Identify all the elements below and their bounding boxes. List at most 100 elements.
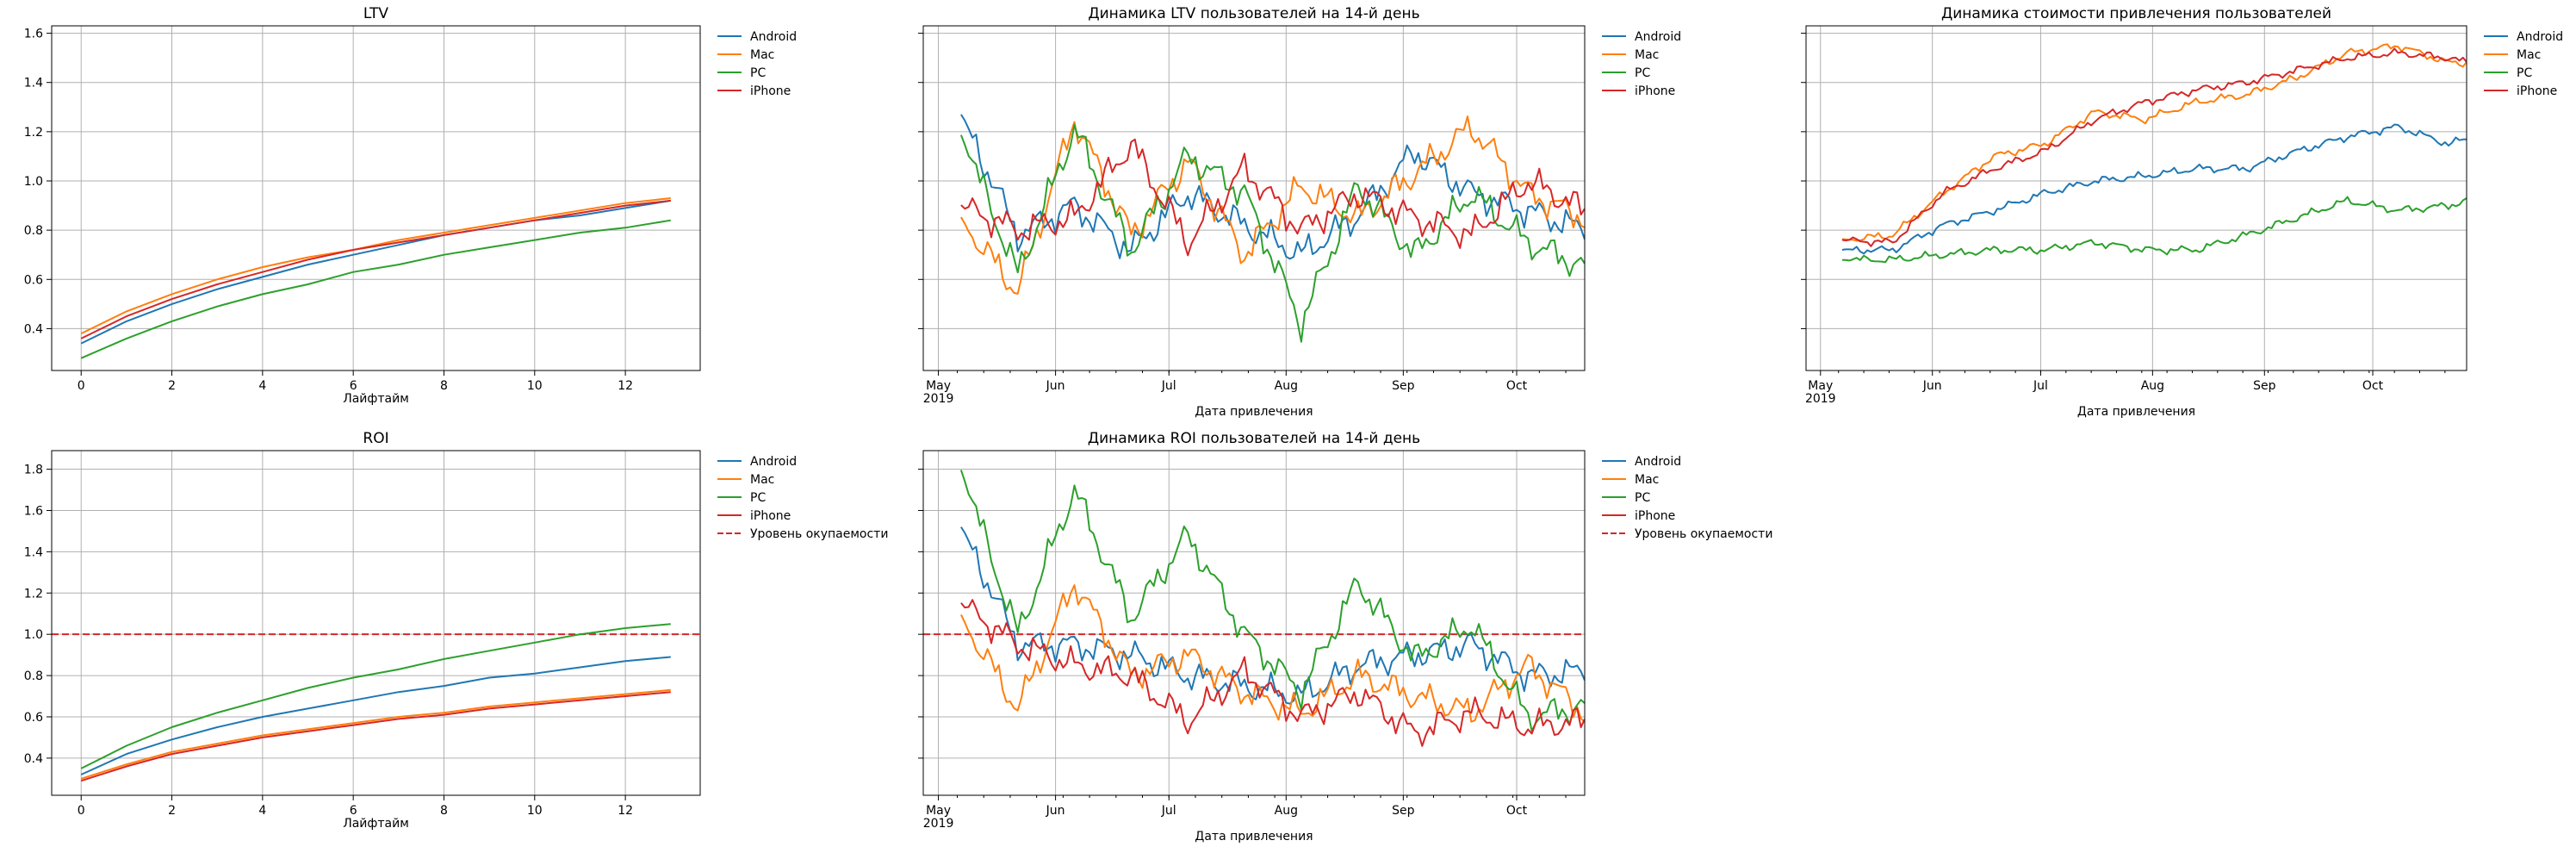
x-tick-label-line: Jun — [1922, 379, 1942, 393]
legend-label: iPhone — [750, 509, 791, 523]
x-tick-label: 2 — [168, 804, 176, 818]
series-line-iphone — [960, 599, 1585, 747]
x-tick-label: 12 — [618, 379, 633, 393]
series-line-mac — [80, 688, 671, 780]
x-tick-label: Sep — [1392, 804, 1415, 818]
x-tick-label: May 2019 — [923, 804, 954, 831]
x-tick-label: Aug — [2141, 379, 2164, 393]
legend-label: PC — [2517, 66, 2532, 80]
series-line-pc — [1841, 196, 2467, 264]
legend: Android Mac PC iPhone Уровень окупаемости — [717, 455, 888, 541]
series-line-pc — [959, 470, 1585, 732]
x-tick-label: 10 — [527, 379, 543, 393]
x-tick-label-line: Sep — [2253, 379, 2276, 393]
x-tick-label: Jul — [2033, 379, 2048, 393]
series-line-iphone — [80, 199, 671, 339]
series-line-mac — [959, 584, 1585, 723]
legend-label: Mac — [750, 473, 774, 487]
legend-label: Mac — [1635, 48, 1659, 62]
legend-label: iPhone — [2517, 84, 2557, 98]
legend-label: Android — [1635, 30, 1681, 44]
series-line-pc — [80, 623, 671, 769]
x-tick-label: Oct — [1506, 379, 1528, 393]
chart-roi: ROI 0.4 0.6 0.8 1.0 1.2 1.4 1.6 1.8 0 2 4 6 8 10 12 Лайф… — [24, 430, 889, 831]
x-axis-label: Дата привлечения — [2077, 405, 2195, 419]
legend-label: Mac — [2517, 48, 2541, 62]
series-line-android — [80, 656, 671, 775]
chart-title: Динамика стоимости привлечения пользоват… — [1941, 5, 2331, 22]
y-tick-label: 1.2 — [24, 126, 43, 140]
x-tick-label-line: Jul — [1161, 379, 1176, 393]
x-tick-label: Jun — [1046, 379, 1065, 393]
series-group — [1841, 43, 2467, 264]
series-group — [52, 623, 700, 782]
chart-title: Динамика ROI пользователей на 14-й день — [1088, 430, 1420, 447]
y-tick-label: 1.4 — [24, 77, 43, 90]
x-tick-label: Oct — [2362, 379, 2384, 393]
legend-label: Уровень окупаемости — [1635, 527, 1772, 541]
x-tick-label-line: Jul — [1161, 804, 1176, 818]
x-tick-label-line: Oct — [1506, 804, 1528, 818]
y-tick-label: 1.6 — [24, 28, 43, 41]
x-tick-label-line: May — [1808, 379, 1833, 393]
x-tick-label-line: 2019 — [923, 392, 954, 406]
x-tick-label: Oct — [1506, 804, 1528, 818]
legend-label: iPhone — [1635, 509, 1675, 523]
x-tick-label: 4 — [258, 804, 266, 818]
chart-title: Динамика LTV пользователей на 14-й день — [1088, 5, 1419, 22]
x-tick-label: 0 — [78, 379, 85, 393]
y-tick-label: 1.4 — [24, 545, 43, 559]
x-tick-label: 8 — [440, 379, 448, 393]
legend: Android Mac PC iPhone — [717, 30, 797, 98]
x-tick-label: 0 — [78, 804, 85, 818]
x-tick-label-line: May — [926, 804, 951, 818]
x-tick-label-line: Aug — [2141, 379, 2164, 393]
y-tick-label: 0.6 — [24, 273, 43, 287]
legend: Android Mac PC iPhone Уровень окупаемости — [1602, 455, 1772, 541]
legend-label: Android — [750, 30, 797, 44]
x-axis-label: Лайфтайм — [343, 817, 409, 831]
x-tick-label-line: Jul — [2033, 379, 2048, 393]
y-tick-label: 1.0 — [24, 628, 43, 642]
series-line-pc — [959, 123, 1585, 343]
y-tick-label: 0.8 — [24, 224, 43, 238]
x-tick-label: May 2019 — [923, 379, 954, 406]
legend: Android Mac PC iPhone — [2484, 30, 2563, 98]
x-tick-label: 6 — [350, 379, 357, 393]
axes-frame — [51, 25, 701, 371]
x-axis-label: Дата привлечения — [1195, 405, 1313, 419]
series-line-iphone — [960, 138, 1585, 257]
legend-label: iPhone — [1635, 84, 1675, 98]
axes-frame — [922, 450, 1586, 796]
y-tick-label: 0.6 — [24, 711, 43, 725]
x-tick-label-line: 2019 — [923, 817, 954, 831]
y-tick-label: 1.8 — [24, 464, 43, 477]
x-tick-label: 2 — [168, 379, 176, 393]
legend-label: Уровень окупаемости — [750, 527, 888, 541]
series-line-android — [1841, 123, 2467, 255]
axes-frame — [51, 450, 701, 796]
series-line-iphone — [80, 691, 671, 782]
legend-label: Android — [2517, 30, 2563, 44]
series-line-mac — [80, 197, 671, 334]
x-tick-label-line: 2019 — [1805, 392, 1836, 406]
x-tick-label: Jun — [1922, 379, 1942, 393]
legend-label: PC — [1635, 491, 1650, 505]
legend-label: Mac — [750, 48, 774, 62]
legend-label: Mac — [1635, 473, 1659, 487]
x-tick-label: 10 — [527, 804, 543, 818]
axes-frame — [1805, 25, 2467, 371]
series-line-android — [960, 114, 1585, 260]
series-line-pc — [80, 219, 671, 359]
series-line-mac — [960, 115, 1585, 295]
chart-cac_dyn: Динамика стоимости привлечения пользоват… — [1801, 5, 2563, 419]
y-tick-label: 1.0 — [24, 175, 43, 189]
x-tick-label: Jul — [1161, 379, 1176, 393]
x-tick-label-line: May — [926, 379, 951, 393]
x-tick-label: May 2019 — [1805, 379, 1836, 406]
y-tick-label: 1.6 — [24, 504, 43, 518]
x-tick-label-line: Sep — [1392, 379, 1415, 393]
x-tick-label: Jun — [1046, 804, 1065, 818]
legend-label: Android — [1635, 455, 1681, 469]
